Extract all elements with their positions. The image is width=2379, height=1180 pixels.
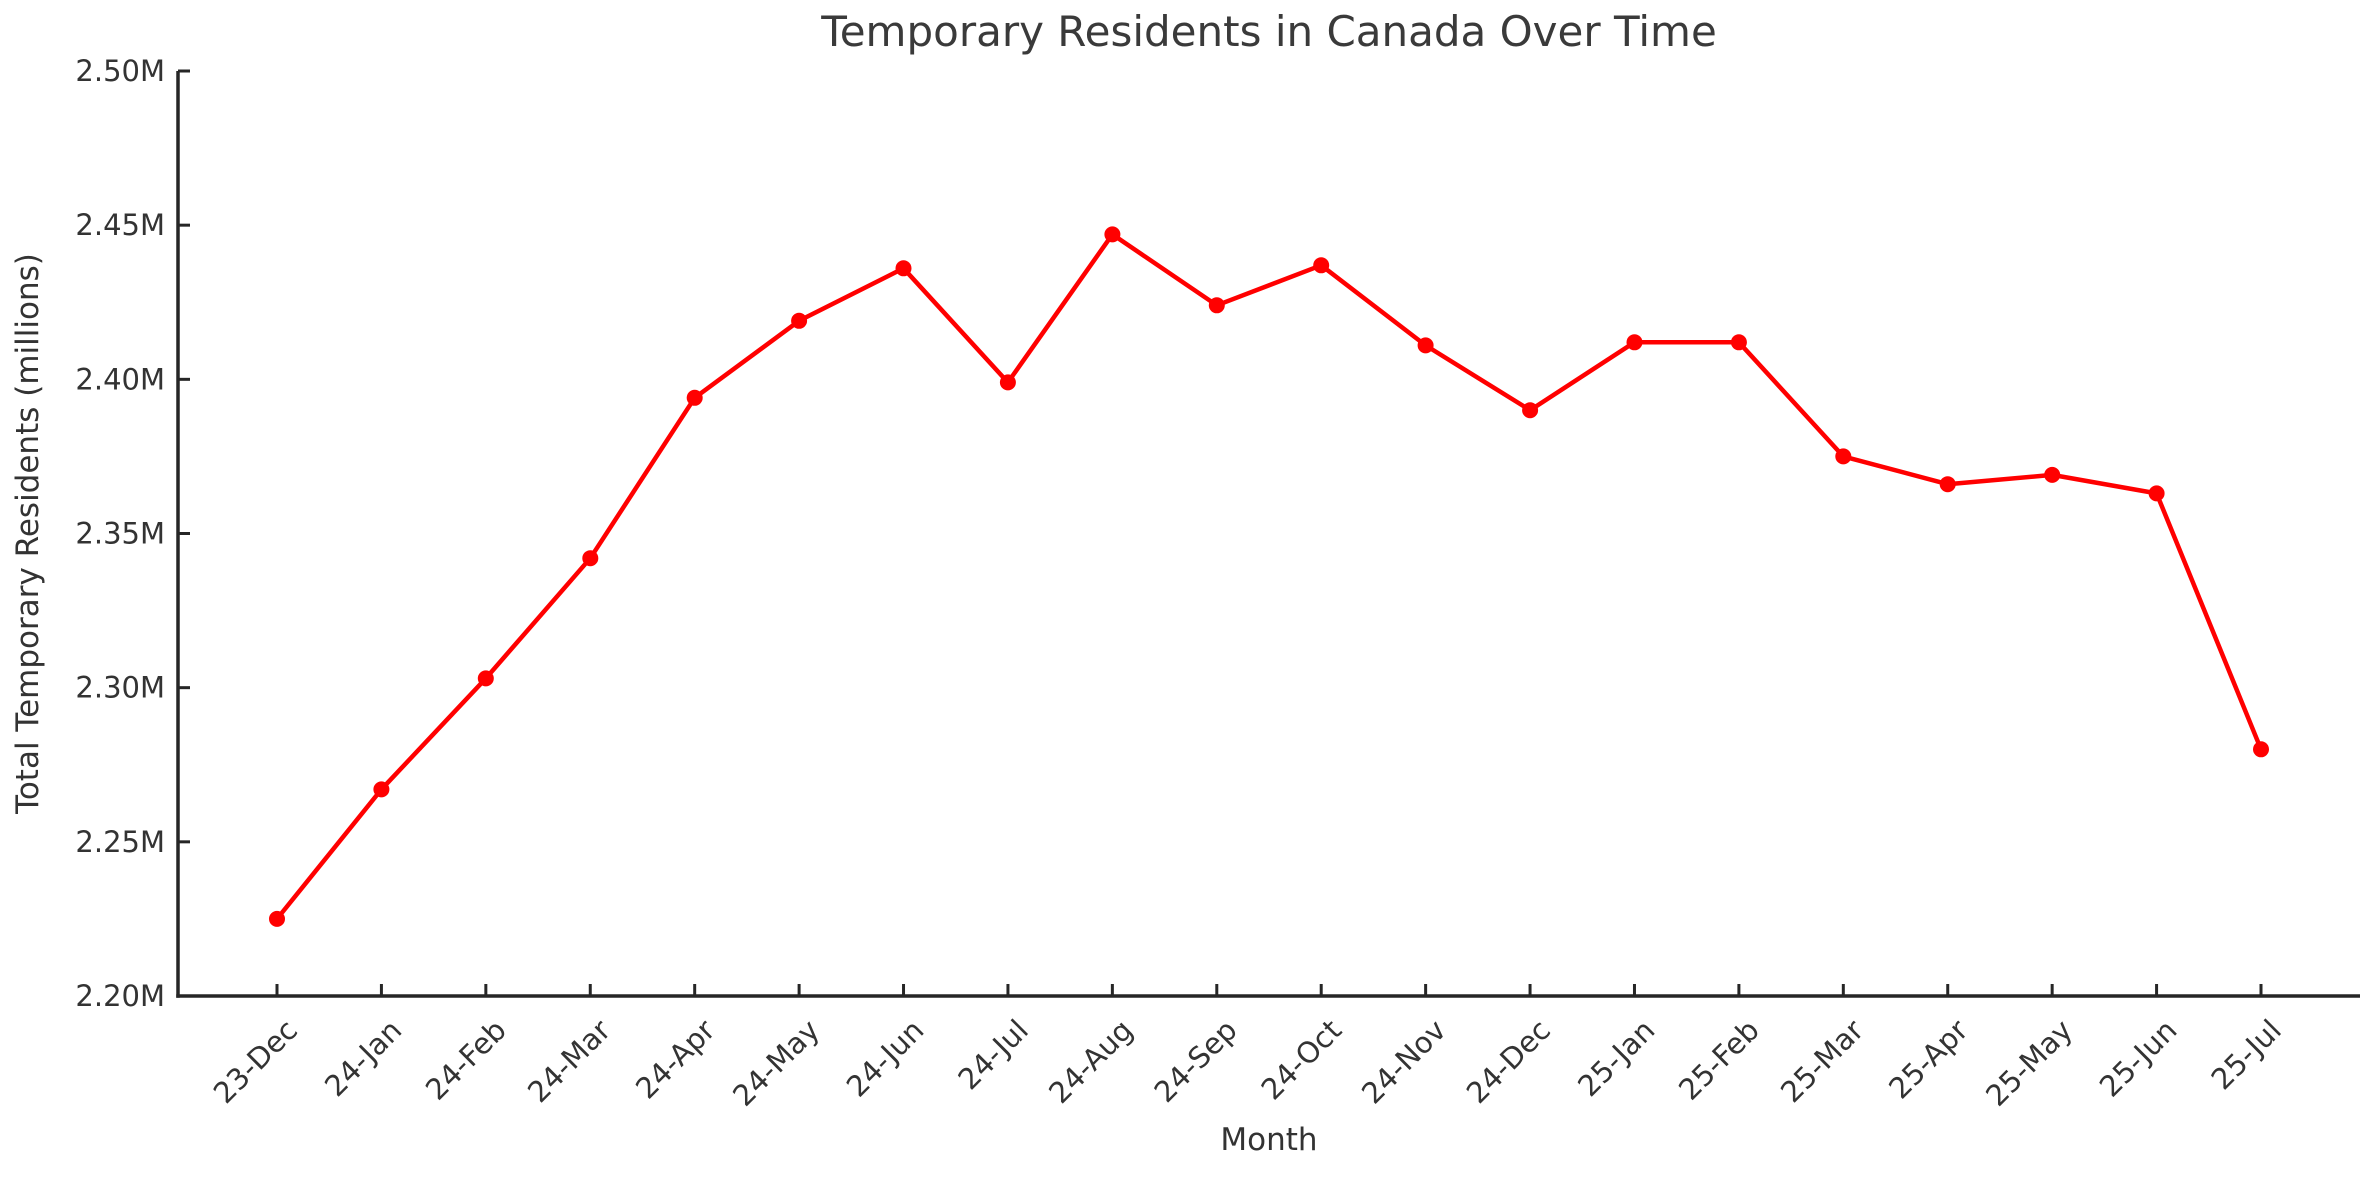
data-point bbox=[791, 312, 808, 329]
data-point bbox=[1104, 226, 1121, 243]
y-tick-label: 2.35M bbox=[75, 517, 165, 551]
data-point bbox=[1626, 334, 1643, 351]
y-axis-label: Total Temporary Residents (millions) bbox=[10, 253, 46, 815]
y-tick-label: 2.45M bbox=[75, 208, 165, 242]
y-tick-label: 2.30M bbox=[75, 671, 165, 705]
data-point bbox=[1208, 297, 1225, 314]
data-point bbox=[2044, 466, 2061, 483]
data-point bbox=[1939, 476, 1956, 493]
data-point bbox=[582, 550, 599, 567]
data-point bbox=[269, 910, 285, 927]
data-point bbox=[1313, 257, 1330, 274]
y-tick-label: 2.50M bbox=[75, 54, 165, 88]
data-point bbox=[1835, 448, 1852, 465]
data-point bbox=[895, 260, 912, 277]
data-point bbox=[686, 389, 703, 406]
data-point bbox=[2148, 485, 2165, 502]
y-tick-label: 2.20M bbox=[75, 979, 165, 1013]
data-point bbox=[477, 670, 494, 687]
x-axis-label: Month bbox=[1220, 1122, 1317, 1158]
chart-title: Temporary Residents in Canada Over Time bbox=[820, 7, 1717, 56]
data-point bbox=[373, 781, 390, 798]
y-tick-label: 2.40M bbox=[75, 362, 165, 396]
data-point bbox=[999, 374, 1016, 391]
series-line bbox=[274, 232, 2264, 922]
data-point bbox=[1417, 337, 1434, 354]
data-point bbox=[1522, 402, 1539, 419]
data-point bbox=[1730, 334, 1747, 351]
y-tick-label: 2.25M bbox=[75, 825, 165, 859]
data-point bbox=[2253, 741, 2269, 758]
